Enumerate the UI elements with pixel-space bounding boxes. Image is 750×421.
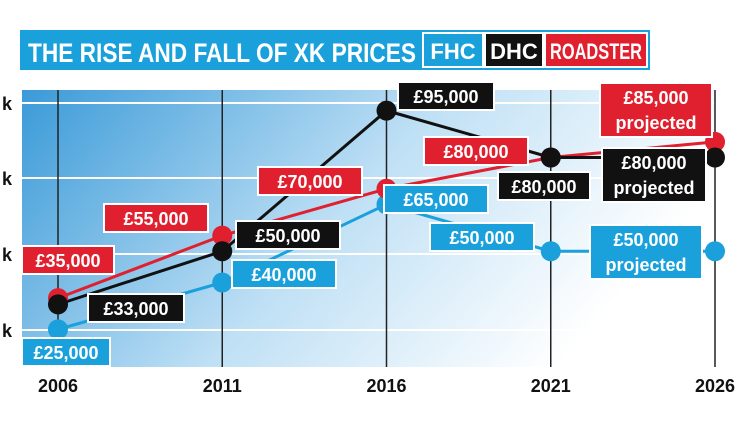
point-fhc-2021 [540, 241, 561, 262]
data-label-dhc-2021: £80,000 [497, 171, 591, 201]
y-axis-ticks: k k k k [2, 94, 13, 341]
data-label-dhc-2011: £50,000 [235, 220, 341, 250]
y-tick-label: k [2, 94, 13, 114]
data-label-value: £33,000 [103, 299, 168, 319]
x-tick-label: 2011 [203, 376, 242, 396]
data-label-fhc-2011: £40,000 [231, 259, 337, 289]
data-label-box [429, 222, 535, 252]
data-label-value: £80,000 [443, 142, 508, 162]
y-tick-label: k [2, 321, 13, 341]
data-label-box [383, 184, 489, 214]
y-tick-label: k [2, 169, 13, 189]
data-label-dhc-2016: £95,000 [397, 81, 495, 111]
point-fhc-2006 [48, 319, 68, 340]
y-tick-label: k [2, 245, 13, 265]
data-label-value: £55,000 [123, 209, 188, 229]
data-label-box [257, 166, 363, 196]
point-dhc-2021 [540, 147, 561, 168]
series-points [48, 100, 725, 340]
x-tick-label: 2026 [695, 376, 735, 396]
data-label-box [497, 171, 591, 201]
data-labels: £25,000 £40,000 £65,000 £50,000 £50,000 proje… [21, 81, 713, 367]
data-label-box [21, 245, 115, 275]
data-label-roadster-2006: £35,000 [21, 245, 115, 275]
point-fhc-2026 [705, 241, 725, 262]
data-label-value: £80,000 [511, 177, 576, 197]
legend-dhc-box [484, 32, 544, 68]
data-label-box [601, 147, 707, 203]
legend-roadster-label: ROADSTER [550, 39, 642, 64]
data-label-box [87, 293, 185, 323]
legend-dhc-label: DHC [490, 39, 538, 64]
data-label-box [235, 220, 341, 250]
data-label-value: £25,000 [33, 343, 98, 363]
data-label-roadster-2021: £80,000 [423, 136, 529, 166]
data-label-box [599, 82, 713, 138]
data-label-value: £50,000 [613, 230, 678, 250]
point-dhc-2011 [212, 241, 233, 262]
data-label-value: £85,000 [623, 88, 688, 108]
data-label-fhc-2026: £50,000 projected [589, 224, 703, 280]
data-label-roadster-2011: £55,000 [103, 203, 209, 233]
legend-roadster-box [544, 32, 648, 68]
data-label-value: £40,000 [251, 265, 316, 285]
legend: FHC DHC ROADSTER [422, 32, 648, 68]
data-label-fhc-2006: £25,000 [21, 337, 111, 367]
data-label-value: £50,000 [449, 228, 514, 248]
data-label-fhc-2021: £50,000 [429, 222, 535, 252]
data-label-value: £95,000 [413, 87, 478, 107]
x-axis-ticks: 2006 2011 2016 2021 2026 [38, 376, 735, 396]
data-label-value: £70,000 [277, 172, 342, 192]
point-dhc-2026 [705, 147, 725, 168]
data-label-value: £65,000 [403, 190, 468, 210]
x-tick-label: 2006 [38, 376, 78, 396]
x-tick-label: 2021 [531, 376, 571, 396]
data-label-roadster-2016: £70,000 [257, 166, 363, 196]
data-label-value: £80,000 [621, 153, 686, 173]
data-label-box [103, 203, 209, 233]
data-label-projected: projected [605, 255, 686, 275]
data-label-value: £35,000 [35, 251, 100, 271]
point-dhc-2006 [48, 294, 68, 315]
data-label-box [423, 136, 529, 166]
data-label-value: £50,000 [255, 226, 320, 246]
x-tick-label: 2016 [366, 376, 406, 396]
point-roadster-2011 [212, 225, 233, 246]
data-label-box [589, 224, 703, 280]
legend-fhc-box [422, 32, 484, 68]
point-fhc-2011 [212, 272, 233, 293]
data-label-projected: projected [615, 113, 696, 133]
data-label-fhc-2016: £65,000 [383, 184, 489, 214]
legend-fhc-label: FHC [430, 39, 475, 64]
data-label-roadster-2026: £85,000 projected [599, 82, 713, 138]
data-label-box [397, 81, 495, 111]
data-label-box [21, 337, 111, 367]
data-label-dhc-2026: £80,000 projected [601, 147, 707, 203]
data-label-projected: projected [613, 178, 694, 198]
chart-title: THE RISE AND FALL OF XK PRICES [28, 38, 416, 68]
point-dhc-2016 [376, 100, 397, 121]
data-label-dhc-2006: £33,000 [87, 293, 185, 323]
data-label-box [231, 259, 337, 289]
